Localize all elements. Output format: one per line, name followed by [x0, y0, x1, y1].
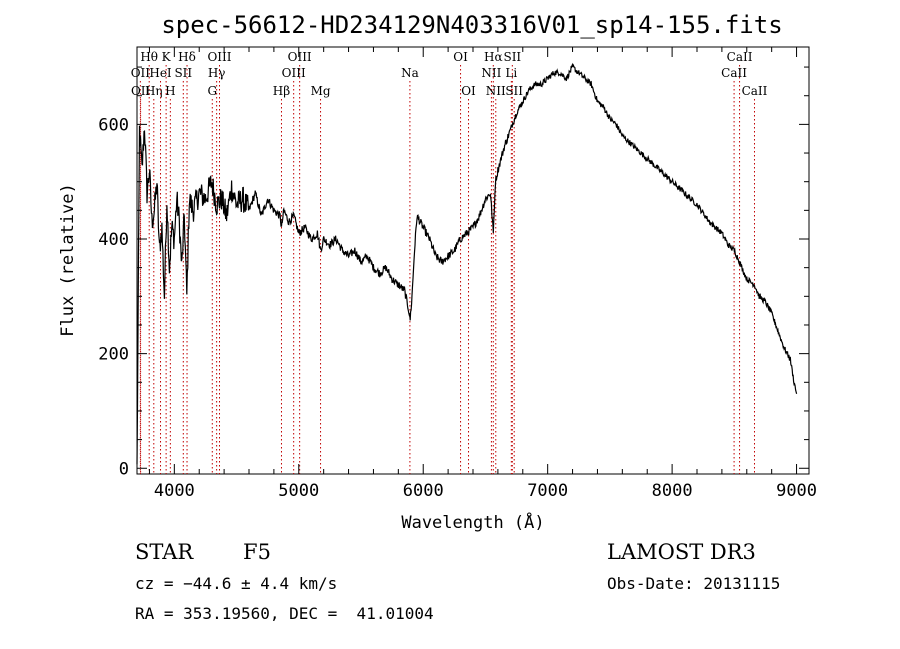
- coordinates: RA = 353.19560, DEC = 41.01004: [135, 604, 434, 623]
- spectral-line-label: OII: [131, 66, 151, 80]
- y-tick-label: 600: [98, 115, 129, 135]
- spectral-line-label: H: [165, 84, 175, 98]
- spectral-line-label: CaII: [721, 66, 747, 80]
- survey-name: LAMOST DR3: [607, 540, 756, 564]
- spectral-line-label: CaII: [742, 84, 768, 98]
- spectral-line-label: SII: [505, 84, 523, 98]
- plot-frame: [136, 46, 810, 475]
- spectral-line-label: OII: [131, 84, 151, 98]
- spectral-line-label: Hη: [145, 84, 163, 98]
- spectral-line-label: OI: [453, 50, 468, 64]
- spectral-line-label: Mg: [311, 84, 331, 98]
- x-axis-label: Wavelength (Å): [401, 511, 544, 533]
- spectral-line-label: OIII: [282, 66, 306, 80]
- spectral-line-label: K: [162, 50, 172, 64]
- spectrum-line: [136, 62, 798, 465]
- spectral-line-label: OIII: [207, 50, 231, 64]
- spectral-line-label: Hβ: [273, 84, 290, 98]
- spectral-line-label: HeI: [149, 66, 172, 80]
- y-tick-label: 400: [98, 230, 129, 250]
- redshift-cz: cz = −44.6 ± 4.4 km/s: [135, 574, 338, 593]
- spectral-line-label: SII: [174, 66, 192, 80]
- spectral-line-label: NII: [481, 66, 501, 80]
- spectral-line-label: Hδ: [178, 50, 196, 64]
- x-tick-label: 9000: [776, 481, 817, 501]
- x-tick-label: 5000: [278, 481, 319, 501]
- x-tick-label: 7000: [527, 481, 568, 501]
- y-axis-label: Flux (relative): [58, 183, 78, 337]
- spectral-line-label: CaII: [727, 50, 753, 64]
- x-tick-label: 4000: [154, 481, 195, 501]
- spectral-line-label: Li: [505, 66, 517, 80]
- spectral-line-label: OIII: [288, 50, 312, 64]
- spectral-line-label: SII: [503, 50, 521, 64]
- y-tick-label: 0: [119, 459, 129, 479]
- spectral-line-label: Hα: [484, 50, 503, 64]
- spectral-line-label: Hγ: [208, 66, 226, 80]
- spectral-line-label: Hθ: [140, 50, 158, 64]
- spectral-line-label: Na: [401, 66, 419, 80]
- x-tick-label: 8000: [652, 481, 693, 501]
- x-tick-label: 6000: [403, 481, 444, 501]
- object-class: STAR: [135, 540, 194, 564]
- subclass: F5: [243, 540, 271, 564]
- y-tick-label: 200: [98, 345, 129, 365]
- spectrum-chart: spec-56612-HD234129N403316V01_sp14-155.f…: [58, 11, 817, 533]
- obs-date: Obs-Date: 20131115: [607, 574, 781, 593]
- chart-title: spec-56612-HD234129N403316V01_sp14-155.f…: [161, 11, 782, 39]
- spectral-line-label: G: [207, 84, 217, 98]
- spectral-line-label: NII: [486, 84, 506, 98]
- axis-ticks: 4000 5000 6000 7000 8000 9000 0 200 400 600: [98, 47, 817, 501]
- spectral-line-label: OI: [461, 84, 476, 98]
